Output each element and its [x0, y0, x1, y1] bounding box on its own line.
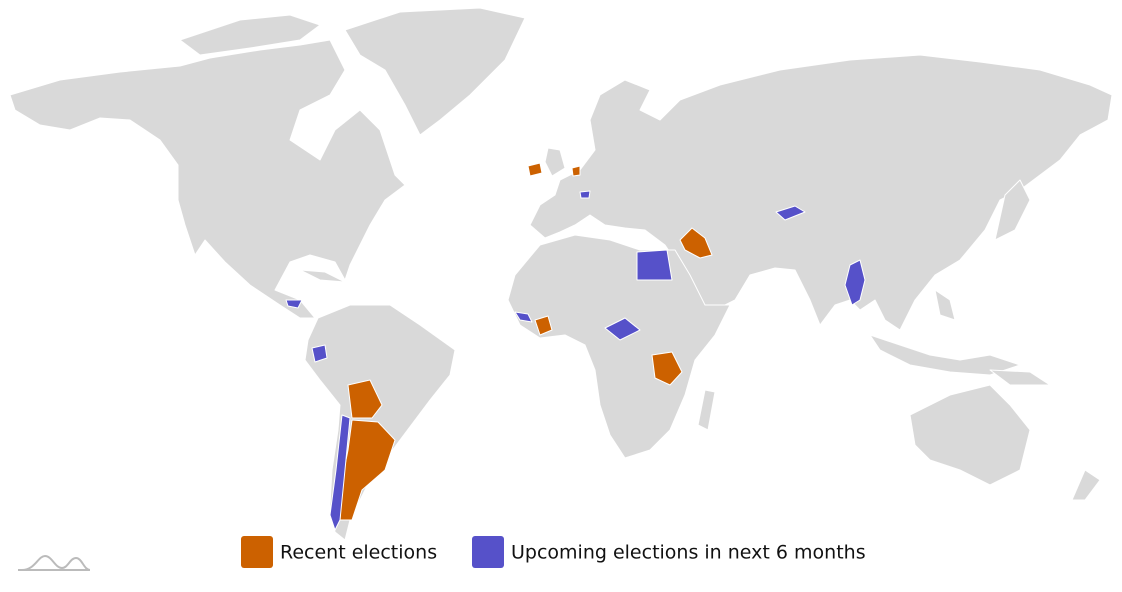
north-america [9, 39, 406, 319]
cote-divoire [534, 315, 553, 336]
logo-wave [21, 554, 91, 571]
new-zealand [1071, 469, 1101, 501]
legend-label: Recent elections [280, 542, 437, 564]
bolivia [347, 379, 383, 419]
australia [909, 384, 1031, 486]
japan [994, 179, 1031, 241]
legend-swatch [241, 536, 273, 568]
new-guinea [989, 369, 1051, 386]
uk [544, 147, 566, 177]
legend-swatch [472, 536, 504, 568]
honduras [285, 299, 303, 309]
indonesia [869, 334, 1021, 376]
iraq [679, 227, 713, 259]
upcoming-elections [285, 190, 866, 531]
kyrgyzstan [775, 205, 806, 221]
land [9, 7, 1113, 541]
liberia [514, 311, 533, 323]
philippines [934, 289, 956, 321]
ireland [527, 162, 543, 177]
greenland [344, 7, 526, 136]
south-america [304, 304, 456, 541]
logo [18, 554, 91, 571]
chile [329, 414, 351, 531]
netherlands [571, 165, 581, 177]
cuba [299, 269, 346, 283]
ecuador [311, 344, 328, 363]
arctic-islands [179, 14, 321, 56]
myanmar [844, 259, 866, 306]
legend-label: Upcoming elections in next 6 months [511, 542, 866, 564]
switzerland [579, 190, 591, 199]
africa [507, 234, 731, 459]
egypt [636, 249, 673, 281]
tanzania [651, 351, 683, 386]
madagascar [697, 389, 716, 431]
legend: Recent elections Upcoming elections in n… [241, 536, 866, 568]
recent-elections [339, 162, 713, 521]
car [604, 317, 641, 341]
